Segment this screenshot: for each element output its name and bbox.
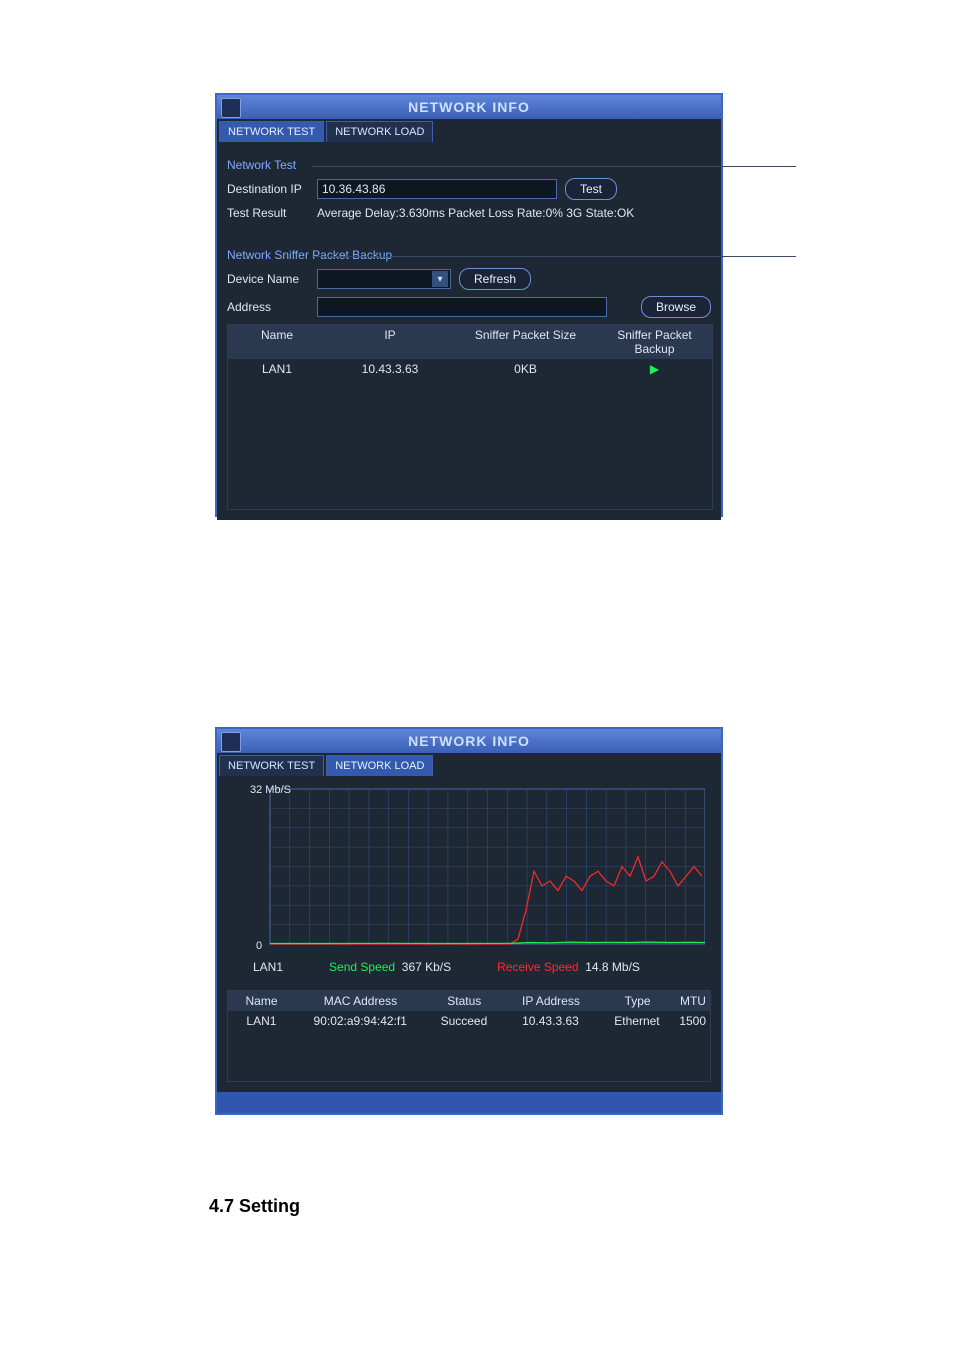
col-ip: IP Address <box>503 991 599 1011</box>
address-input[interactable] <box>317 297 607 317</box>
label-test-result: Test Result <box>227 206 317 220</box>
cell-mac: 90:02:a9:94:42:f1 <box>295 1011 426 1031</box>
cell-mtu: 1500 <box>675 1011 710 1031</box>
title-bar: NETWORK INFO <box>217 729 721 753</box>
legend-send-label: Send Speed <box>329 960 395 974</box>
sniffer-table: Name IP Sniffer Packet Size Sniffer Pack… <box>227 324 713 510</box>
legend-send-value: 367 Kb/S <box>402 960 451 974</box>
col-name: Name <box>228 991 295 1011</box>
col-type: Type <box>599 991 676 1011</box>
interface-table: Name MAC Address Status IP Address Type … <box>227 990 711 1082</box>
test-button[interactable]: Test <box>565 178 617 200</box>
network-info-window-load: NETWORK INFO NETWORK TEST NETWORK LOAD 3… <box>215 727 723 1115</box>
label-device-name: Device Name <box>227 272 317 286</box>
tab-network-test[interactable]: NETWORK TEST <box>219 121 324 142</box>
window-title: NETWORK INFO <box>408 733 530 749</box>
y-axis-min: 0 <box>256 940 262 952</box>
col-mac: MAC Address <box>295 991 426 1011</box>
cell-status: Succeed <box>426 1011 503 1031</box>
device-name-select[interactable]: ▾ <box>317 269 451 289</box>
title-bar: NETWORK INFO <box>217 95 721 119</box>
legend-interface: LAN1 <box>253 960 283 974</box>
network-info-window-test: NETWORK INFO NETWORK TEST NETWORK LOAD N… <box>215 93 723 517</box>
tab-network-test[interactable]: NETWORK TEST <box>219 755 324 776</box>
table-row: LAN1 10.43.3.63 0KB ▶ <box>228 359 712 379</box>
cell-ip: 10.43.3.63 <box>326 359 454 379</box>
test-result-text: Average Delay:3.630ms Packet Loss Rate:0… <box>317 206 634 220</box>
window-title: NETWORK INFO <box>408 99 530 115</box>
play-icon[interactable]: ▶ <box>650 362 659 376</box>
cell-name: LAN1 <box>228 359 326 379</box>
col-name: Name <box>228 325 326 359</box>
legend-recv-value: 14.8 Mb/S <box>585 960 640 974</box>
tab-network-load[interactable]: NETWORK LOAD <box>326 755 433 776</box>
legend: LAN1 Send Speed 367 Kb/S Receive Speed 1… <box>253 960 711 974</box>
table-row[interactable]: LAN1 90:02:a9:94:42:f1 Succeed 10.43.3.6… <box>228 1011 710 1031</box>
cell-ip: 10.43.3.63 <box>502 1011 598 1031</box>
refresh-button[interactable]: Refresh <box>459 268 531 290</box>
label-destination-ip: Destination IP <box>227 182 317 196</box>
doc-heading: 4.7 Setting <box>209 1196 300 1217</box>
network-load-chart <box>252 786 705 947</box>
tab-network-load[interactable]: NETWORK LOAD <box>326 121 433 142</box>
cell-name: LAN1 <box>228 1011 295 1031</box>
app-icon <box>221 732 241 752</box>
section-network-test: Network Test <box>227 158 711 172</box>
tabs: NETWORK TEST NETWORK LOAD <box>217 119 721 142</box>
col-backup: Sniffer Packet Backup <box>597 325 712 359</box>
app-icon <box>221 98 241 118</box>
col-mtu: MTU <box>676 991 710 1011</box>
label-address: Address <box>227 300 317 314</box>
col-ip: IP <box>326 325 454 359</box>
y-axis-max: 32 Mb/S <box>250 784 291 796</box>
col-status: Status <box>426 991 503 1011</box>
tabs: NETWORK TEST NETWORK LOAD <box>217 753 721 776</box>
cell-size: 0KB <box>454 359 597 379</box>
col-size: Sniffer Packet Size <box>454 325 597 359</box>
cell-type: Ethernet <box>599 1011 676 1031</box>
section-sniffer-backup: Network Sniffer Packet Backup <box>227 248 711 262</box>
browse-button[interactable]: Browse <box>641 296 711 318</box>
chevron-down-icon: ▾ <box>432 271 448 287</box>
destination-ip-input[interactable] <box>317 179 557 199</box>
legend-recv-label: Receive Speed <box>497 960 578 974</box>
